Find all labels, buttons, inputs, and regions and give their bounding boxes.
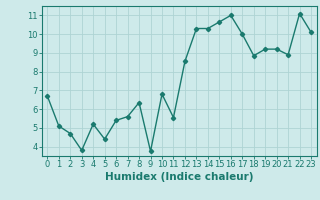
X-axis label: Humidex (Indice chaleur): Humidex (Indice chaleur) xyxy=(105,172,253,182)
